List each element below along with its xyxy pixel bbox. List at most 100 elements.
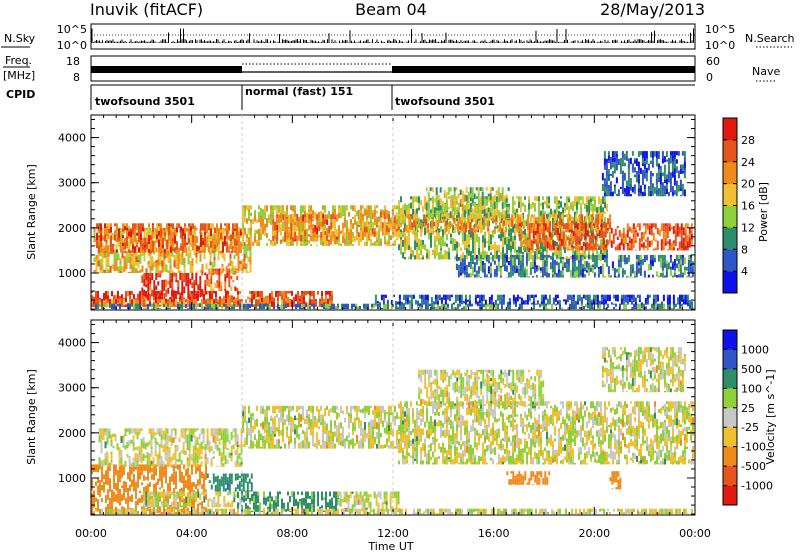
data-cell <box>670 247 673 251</box>
data-cell <box>346 232 348 241</box>
data-cell <box>196 245 198 252</box>
data-cell <box>503 215 506 219</box>
data-cell <box>586 212 588 220</box>
data-cell <box>531 261 534 267</box>
data-cell <box>201 232 204 238</box>
data-cell <box>438 258 440 260</box>
data-cell <box>356 210 358 217</box>
data-cell <box>479 254 482 259</box>
data-cell <box>398 294 401 299</box>
data-cell <box>473 213 476 219</box>
data-cell <box>247 246 250 252</box>
data-cell <box>434 299 437 305</box>
data-cell <box>613 268 616 276</box>
data-cell <box>662 294 665 302</box>
data-cell <box>135 303 137 310</box>
data-cell <box>100 230 102 235</box>
data-cell <box>151 256 154 263</box>
data-cell <box>566 237 569 241</box>
data-cell <box>414 240 416 246</box>
data-cell <box>212 223 214 230</box>
data-cell <box>583 305 585 310</box>
data-cell <box>177 262 180 270</box>
data-cell <box>592 243 595 250</box>
data-cell <box>437 213 440 217</box>
data-cell <box>617 158 620 165</box>
data-cell <box>272 236 275 242</box>
data-cell <box>471 228 474 233</box>
data-cell <box>241 299 243 303</box>
data-cell <box>260 219 262 228</box>
data-cell <box>528 203 530 210</box>
data-cell <box>230 276 233 280</box>
data-cell <box>220 271 223 276</box>
data-cell <box>605 307 607 310</box>
data-cell <box>129 271 132 273</box>
data-cell <box>532 240 535 244</box>
data-cell <box>453 187 456 192</box>
data-cell <box>468 237 470 245</box>
data-cell <box>143 302 145 307</box>
data-cell <box>627 260 630 263</box>
data-cell <box>242 230 244 233</box>
data-cell <box>488 239 490 246</box>
data-cell <box>174 250 176 253</box>
data-cell <box>206 223 208 228</box>
data-cell <box>540 228 543 235</box>
data-cell <box>412 230 414 235</box>
data-cell <box>141 249 144 256</box>
data-cell <box>643 151 646 155</box>
data-cell <box>546 213 548 219</box>
data-cell <box>502 221 504 226</box>
data-cell <box>584 232 587 236</box>
data-cell <box>290 226 293 232</box>
data-cell <box>378 240 380 246</box>
data-cell <box>587 223 590 231</box>
data-cell <box>447 307 449 310</box>
data-cell <box>446 251 448 256</box>
data-cell <box>478 222 480 227</box>
data-cell <box>568 294 571 300</box>
data-cell <box>274 205 276 209</box>
data-cell <box>264 205 266 213</box>
data-cell <box>158 223 160 227</box>
data-cell <box>141 265 144 268</box>
data-cell <box>165 303 167 309</box>
data-cell <box>477 187 480 193</box>
data-cell <box>515 217 518 221</box>
data-cell <box>519 264 522 269</box>
data-cell <box>210 223 212 229</box>
data-cell <box>473 193 476 199</box>
data-cell <box>503 200 506 208</box>
data-cell <box>534 294 537 298</box>
data-cell <box>470 203 472 208</box>
data-cell <box>193 279 196 284</box>
data-cell <box>221 303 223 309</box>
data-cell <box>112 234 114 240</box>
data-cell <box>689 276 692 278</box>
data-cell <box>481 303 483 310</box>
data-cell <box>296 214 299 222</box>
data-cell <box>583 231 586 233</box>
data-cell <box>635 158 638 166</box>
data-cell <box>498 245 500 250</box>
data-cell <box>497 196 500 203</box>
data-cell <box>336 214 339 218</box>
data-cell <box>420 298 423 305</box>
data-cell <box>312 224 315 228</box>
data-cell <box>107 257 110 263</box>
data-cell <box>320 221 323 227</box>
data-cell <box>147 279 150 283</box>
data-cell <box>220 285 223 290</box>
data-cell <box>147 264 150 268</box>
data-cell <box>581 257 584 261</box>
data-cell <box>673 151 676 159</box>
data-cell <box>140 223 142 228</box>
data-cell <box>324 214 327 220</box>
data-cell <box>459 262 462 267</box>
data-cell <box>666 297 669 305</box>
data-cell <box>603 182 606 188</box>
data-cell <box>129 263 132 269</box>
data-cell <box>428 231 430 240</box>
data-cell <box>416 196 418 203</box>
